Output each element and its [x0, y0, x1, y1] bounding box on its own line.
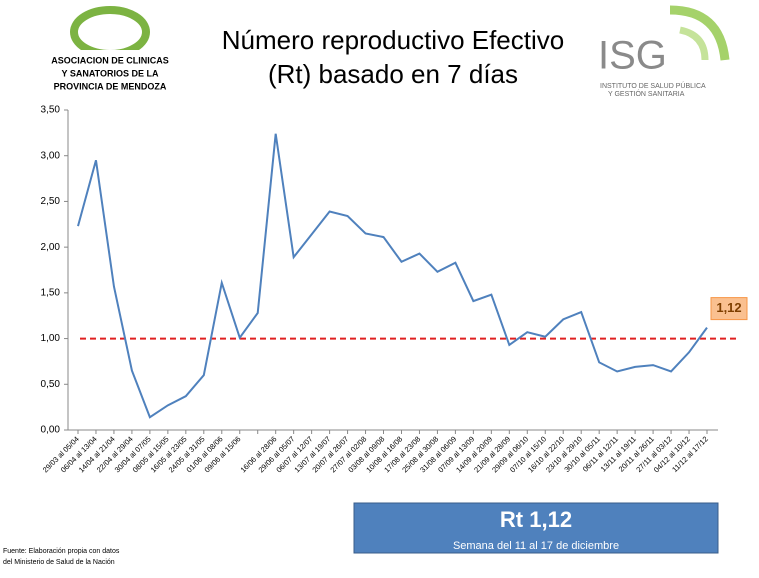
logo-right: ISG INSTITUTO DE SALUD PÚBLICA Y GESTIÓN… — [598, 5, 730, 98]
y-tick-label: 1,00 — [41, 333, 61, 344]
logo-name: ISG — [598, 34, 667, 78]
source: del Ministerio de Salud de la Nación — [3, 559, 115, 566]
source: Fuente: Elaboración propia con datos — [3, 548, 120, 555]
summary-subtitle: Semana del 11 al 17 de diciembre — [453, 540, 619, 552]
line — [77, 133, 708, 419]
y-tick-label: 3,00 — [41, 150, 61, 161]
y-tick-label: 2,00 — [41, 242, 61, 253]
logo-text: PROVINCIA DE MENDOZA — [54, 81, 167, 91]
logo-text: ASOCIACION DE CLINICAS — [51, 55, 169, 65]
chart-title: (Rt) basado en 7 días — [268, 59, 518, 89]
logo-text: Y GESTIÓN SANITARIA — [608, 89, 685, 98]
logo-text: INSTITUTO DE SALUD PÚBLICA — [600, 81, 706, 90]
y-tick-label: 1,50 — [41, 287, 61, 298]
y-tick-label: 0,00 — [41, 425, 61, 436]
logo-left: ASOCIACION DE CLINICAS Y SANATORIOS DE L… — [40, 6, 180, 96]
logo-shape — [669, 5, 730, 61]
y-tick-label: 3,50 — [41, 105, 61, 116]
y-tick-label: 0,50 — [41, 379, 61, 390]
y-tick-label: 2,50 — [41, 196, 61, 207]
logo-text: Y SANATORIOS DE LA — [61, 68, 159, 78]
chart-title: Número reproductivo Efectivo — [222, 25, 564, 55]
logo-bg — [40, 50, 180, 96]
value-label-box — [710, 297, 748, 321]
logo-shape — [70, 6, 150, 58]
summary-box — [353, 502, 719, 554]
logo-shape — [679, 26, 709, 61]
summary-title: Rt 1,12 — [500, 507, 572, 532]
value-label: 1,12 — [716, 300, 741, 315]
